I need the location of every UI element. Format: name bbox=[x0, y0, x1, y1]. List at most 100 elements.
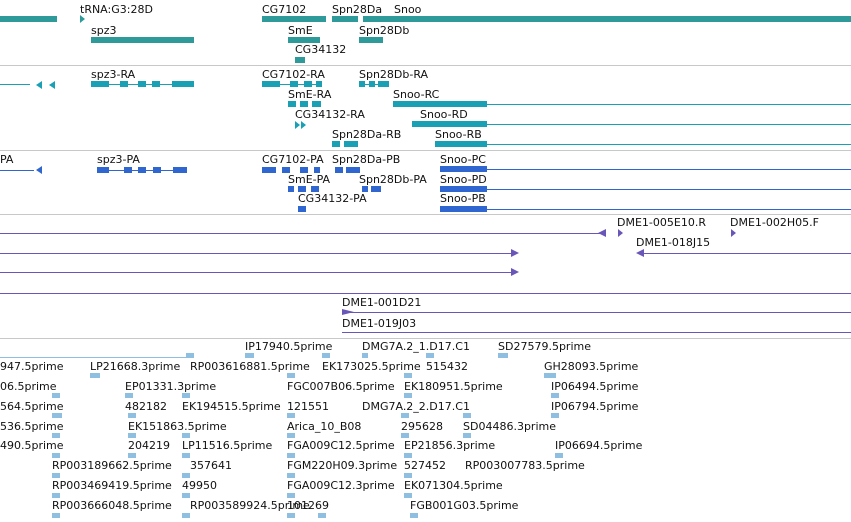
est-label[interactable]: DMG7A.2_1.D17.C1 bbox=[362, 340, 470, 353]
gene-feature-cg7102[interactable] bbox=[262, 16, 326, 22]
est-feature[interactable] bbox=[401, 433, 409, 438]
est-label[interactable]: FGA009C12.3prime bbox=[287, 479, 395, 492]
est-label[interactable]: FGB001G03.5prime bbox=[410, 499, 519, 512]
gene-feature-snoo[interactable] bbox=[363, 16, 851, 22]
est-label[interactable]: Arica_10_B08 bbox=[287, 420, 362, 433]
gene-feature-spn28db[interactable] bbox=[359, 37, 383, 43]
est-label[interactable]: IP06694.5prime bbox=[555, 439, 643, 452]
clone-label-2[interactable]: DME1-002H05.F bbox=[730, 216, 819, 229]
est-feature[interactable] bbox=[463, 433, 471, 438]
transcript-exon[interactable] bbox=[312, 101, 321, 107]
est-label[interactable]: RP003189662.5prime bbox=[52, 459, 172, 472]
est-feature[interactable] bbox=[182, 433, 190, 438]
est-feature[interactable] bbox=[551, 413, 559, 418]
cds-label-sme-pa[interactable]: SmE-PA bbox=[288, 173, 331, 186]
cds-label-cg7102-pa[interactable]: CG7102-PA bbox=[262, 153, 324, 166]
transcript-exon[interactable] bbox=[304, 81, 312, 87]
transcript-exon[interactable] bbox=[120, 81, 128, 87]
clone-line[interactable] bbox=[342, 332, 851, 333]
est-label[interactable]: 204219 bbox=[128, 439, 170, 452]
est-label[interactable]: FGA009C12.5prime bbox=[287, 439, 395, 452]
transcript-exon[interactable] bbox=[332, 141, 340, 147]
clone-label-4[interactable]: DME1-001D21 bbox=[342, 296, 422, 309]
transcript-line-snoo-rb[interactable] bbox=[487, 144, 851, 145]
clone-label-5[interactable]: DME1-019J03 bbox=[342, 317, 417, 330]
est-label[interactable]: FGM220H09.3prime bbox=[287, 459, 398, 472]
est-label[interactable]: IP06794.5prime bbox=[551, 400, 639, 413]
est-feature[interactable] bbox=[52, 413, 62, 418]
clone-arrow[interactable] bbox=[598, 229, 606, 237]
est-label[interactable]: EK194515.5prime bbox=[182, 400, 281, 413]
est-feature[interactable] bbox=[186, 353, 194, 358]
cds-label-snoo-pd[interactable]: Snoo-PD bbox=[440, 173, 487, 186]
gene-label-spn28db[interactable]: Spn28Db bbox=[359, 24, 410, 37]
est-label[interactable]: 564.5prime bbox=[0, 400, 64, 413]
transcript-exon[interactable] bbox=[152, 81, 160, 87]
gene-label-cg7102[interactable]: CG7102 bbox=[262, 3, 307, 16]
cds-exon[interactable] bbox=[124, 167, 132, 173]
est-feature[interactable] bbox=[182, 513, 190, 518]
cds-label-snoo-pc[interactable]: Snoo-PC bbox=[440, 153, 486, 166]
cds-label-cg34132-pa[interactable]: CG34132-PA bbox=[298, 192, 367, 205]
gene-label-cg34132[interactable]: CG34132 bbox=[295, 43, 347, 56]
gene-feature[interactable] bbox=[0, 16, 57, 22]
clone-label-3[interactable]: DME1-018J15 bbox=[636, 236, 711, 249]
gene-feature-cg34132[interactable] bbox=[295, 57, 305, 63]
clone-arrow[interactable] bbox=[342, 309, 354, 315]
cds-exon[interactable] bbox=[440, 206, 487, 212]
cds-exon[interactable] bbox=[362, 186, 368, 192]
transcript-exon[interactable] bbox=[378, 81, 389, 87]
cds-exon[interactable] bbox=[440, 166, 487, 172]
transcript-exon[interactable] bbox=[138, 81, 146, 87]
gene-feature-sme[interactable] bbox=[288, 37, 320, 43]
est-label[interactable]: FGC007B06.5prime bbox=[287, 380, 395, 393]
est-label[interactable]: 527452 bbox=[404, 459, 446, 472]
transcript-exon[interactable] bbox=[288, 101, 296, 107]
est-feature[interactable] bbox=[52, 433, 60, 438]
est-label[interactable]: EK151863.5prime bbox=[128, 420, 227, 433]
est-feature[interactable] bbox=[544, 373, 556, 378]
est-feature[interactable] bbox=[287, 493, 295, 498]
cds-label-snoo-pb[interactable]: Snoo-PB bbox=[440, 192, 486, 205]
cds-line-snoo-pd[interactable] bbox=[487, 189, 851, 190]
gene-label-snoo[interactable]: Snoo bbox=[394, 3, 422, 16]
est-feature[interactable] bbox=[404, 373, 412, 378]
clone-label-1[interactable]: DME1-005E10.R bbox=[617, 216, 706, 229]
est-label[interactable]: 515432 bbox=[426, 360, 468, 373]
clone-arrow[interactable] bbox=[618, 229, 623, 237]
est-feature[interactable] bbox=[555, 453, 563, 458]
est-label[interactable]: 947.5prime bbox=[0, 360, 64, 373]
cds-line-snoo-pc[interactable] bbox=[487, 169, 851, 170]
clone-line[interactable] bbox=[0, 272, 512, 273]
cds-label-spz3-pa[interactable]: spz3-PA bbox=[97, 153, 140, 166]
est-feature[interactable] bbox=[362, 353, 368, 358]
clone-line[interactable] bbox=[0, 293, 851, 294]
est-feature[interactable] bbox=[322, 353, 330, 358]
transcript-exon[interactable] bbox=[412, 121, 487, 127]
cds-line[interactable] bbox=[0, 170, 34, 171]
est-feature[interactable] bbox=[498, 353, 508, 358]
est-feature[interactable] bbox=[182, 393, 190, 398]
est-feature[interactable] bbox=[52, 493, 60, 498]
gene-label-trna[interactable]: tRNA:G3:28D bbox=[80, 3, 153, 16]
transcript-label-cg7102-ra[interactable]: CG7102-RA bbox=[262, 68, 325, 81]
transcript-label-spn28da-rb[interactable]: Spn28Da-RB bbox=[332, 128, 402, 141]
transcript-exon[interactable] bbox=[435, 141, 487, 147]
transcript-arrow[interactable] bbox=[36, 81, 42, 89]
est-feature[interactable] bbox=[182, 493, 190, 498]
est-feature[interactable] bbox=[404, 473, 412, 478]
cds-exon[interactable] bbox=[314, 167, 320, 173]
est-feature[interactable] bbox=[125, 393, 133, 398]
est-label[interactable]: SD04486.3prime bbox=[463, 420, 556, 433]
est-label[interactable]: IP06494.5prime bbox=[551, 380, 639, 393]
transcript-arrow[interactable] bbox=[301, 121, 306, 129]
cds-line-snoo-pb[interactable] bbox=[487, 209, 851, 210]
est-label[interactable]: RP003666048.5prime bbox=[52, 499, 172, 512]
transcript-arrow[interactable] bbox=[295, 121, 300, 129]
transcript-line-snoo-rc[interactable] bbox=[487, 104, 851, 105]
cds-label-pa[interactable]: PA bbox=[0, 153, 14, 166]
clone-line[interactable] bbox=[0, 233, 600, 234]
transcript-label-snoo-rc[interactable]: Snoo-RC bbox=[393, 88, 440, 101]
clone-arrow[interactable] bbox=[731, 229, 736, 237]
est-label[interactable]: 121551 bbox=[287, 400, 329, 413]
